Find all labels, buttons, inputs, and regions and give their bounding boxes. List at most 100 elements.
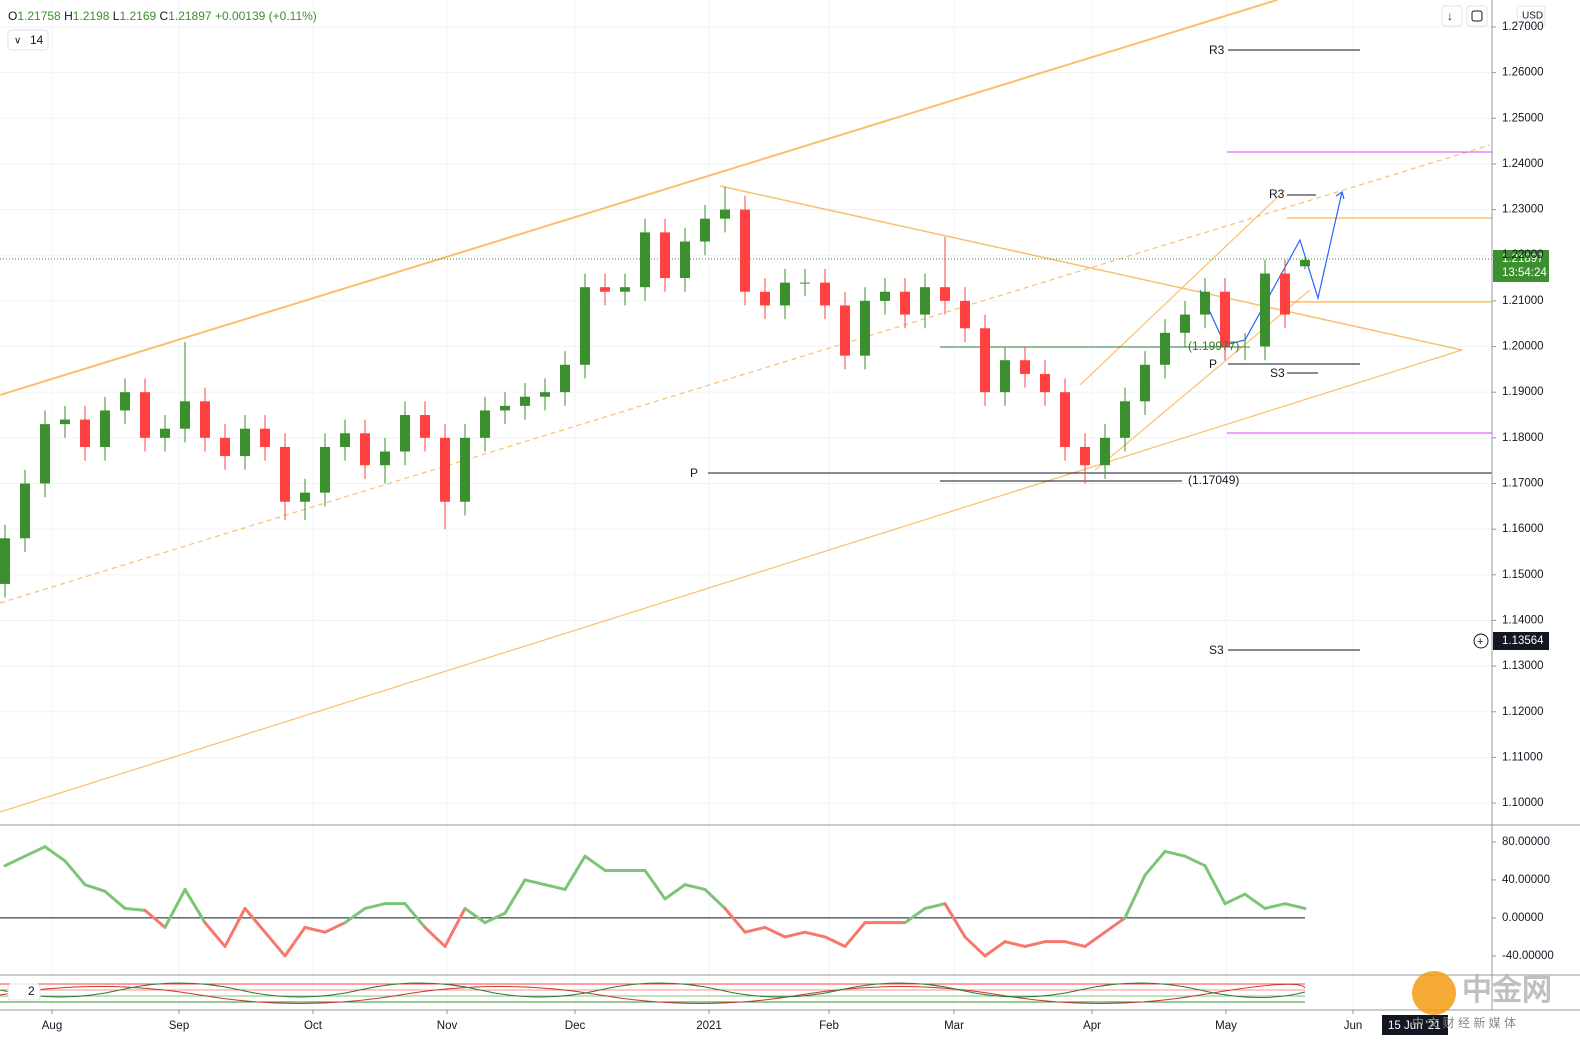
l-label: L [113, 9, 120, 23]
channel-line [1094, 289, 1311, 471]
candle-body [300, 492, 310, 502]
y-tick-label: 80.00000 [1502, 836, 1550, 848]
oscillator-segment [1083, 930, 1107, 948]
download-icon: ↓ [1447, 9, 1453, 23]
candle-body [840, 305, 850, 356]
trendline [0, 144, 1491, 604]
oscillator-segment [1243, 892, 1267, 910]
candle-body [1020, 360, 1030, 374]
candle-body [1200, 291, 1210, 315]
candle-body [120, 392, 130, 411]
c-label: C [160, 9, 169, 23]
candle-body [900, 291, 910, 315]
oscillator-segment [823, 935, 847, 948]
oscillator-segment [163, 887, 187, 929]
y-tick-label: 1.22000 [1502, 249, 1544, 261]
plus-icon: + [1477, 636, 1483, 648]
candle-body [880, 291, 890, 301]
oscillator-segment [203, 921, 227, 948]
candle-body [820, 282, 830, 306]
oscillator-segment [703, 887, 727, 910]
drawings [0, 0, 1492, 813]
y-tick-label: 1.11000 [1502, 751, 1543, 763]
candle-body [940, 287, 950, 301]
x-tick-label: May [1215, 1020, 1237, 1032]
oscillator-segment [563, 854, 587, 891]
oscillator-segment [3, 854, 27, 868]
oscillator-segment [843, 921, 867, 948]
candle-body [360, 433, 370, 466]
candle-body [280, 446, 290, 502]
candle-body [1160, 332, 1170, 365]
y-tick-label: 1.20000 [1502, 341, 1544, 353]
candle-body [500, 405, 510, 411]
level-label: (1.19977) [1188, 339, 1239, 353]
candle-body [160, 428, 170, 438]
watermark-logo [1412, 971, 1456, 1015]
oscillator-segment [923, 902, 947, 910]
candle-body [140, 392, 150, 438]
x-tick-label: Aug [42, 1020, 62, 1032]
pivot-label: S3 [1209, 643, 1224, 657]
trendline [0, 349, 1463, 813]
download-button[interactable] [1441, 5, 1463, 27]
arrow-head [1335, 191, 1345, 200]
c-value: 1.21897 [168, 9, 212, 23]
y-tick-label: 1.23000 [1502, 204, 1544, 216]
oscillator-segment [483, 911, 507, 925]
y-tick-label: 1.21000 [1502, 295, 1544, 307]
pivot-label: P [1209, 357, 1217, 371]
oscillator-segment [1183, 854, 1207, 868]
candle-body [1040, 373, 1050, 393]
oscillator-segment [983, 940, 1007, 958]
crosshair-date-box [1382, 1015, 1448, 1035]
interval-button[interactable] [7, 29, 49, 51]
y-tick-label: 1.26000 [1502, 67, 1544, 79]
oscillator: 80.00000 40.00000 0.00000 -40.00000 [0, 836, 1554, 962]
trendline [719, 185, 1463, 351]
y-tick-label: 1.10000 [1502, 797, 1544, 809]
pivot-label: R3 [1209, 43, 1225, 57]
candle-body [1100, 437, 1110, 466]
crosshair-date: 15 Jun '21 [1388, 1020, 1441, 1032]
oscillator-segment [1063, 940, 1087, 948]
oscillator-segment [763, 925, 787, 939]
y-tick-label: 1.13000 [1502, 660, 1544, 672]
candle-body [1220, 291, 1230, 347]
y-tick-label: 0.00000 [1502, 912, 1544, 924]
candle-body [760, 291, 770, 306]
candle-body [320, 446, 330, 493]
candle-body [660, 232, 670, 279]
x-tick-label: 2021 [696, 1020, 722, 1032]
oscillator-segment [1103, 916, 1127, 934]
pivot-label: P [690, 466, 698, 480]
candle-body [720, 209, 730, 219]
candle-body [220, 437, 230, 457]
x-tick-label: Jun [1344, 1020, 1363, 1032]
h-label: H [64, 9, 73, 23]
currency: USD [1522, 11, 1543, 22]
crosshair-add[interactable] [1473, 633, 1489, 649]
oscillator-segment [463, 906, 487, 925]
refresh-button[interactable] [1466, 5, 1488, 27]
candle-body [600, 287, 610, 292]
o-label: O [8, 9, 17, 23]
candle-body [540, 392, 550, 397]
x-tick-label: Dec [565, 1020, 586, 1032]
candle-body [1080, 446, 1090, 466]
candle-body [520, 396, 530, 406]
l-value: 1.2169 [119, 9, 156, 23]
y-tick-label: 1.27000 [1502, 21, 1544, 33]
oscillator-segment [363, 902, 387, 910]
oscillator-segment [683, 883, 707, 891]
oscillator-segment [223, 906, 247, 948]
candle-body [1060, 392, 1070, 447]
candle-body [580, 287, 590, 365]
candle-body [1260, 273, 1270, 347]
candle-body [800, 282, 810, 284]
oscillator-segment [963, 935, 987, 958]
panel-toggle[interactable] [7, 983, 41, 1001]
x-tick-label: Mar [944, 1020, 964, 1032]
